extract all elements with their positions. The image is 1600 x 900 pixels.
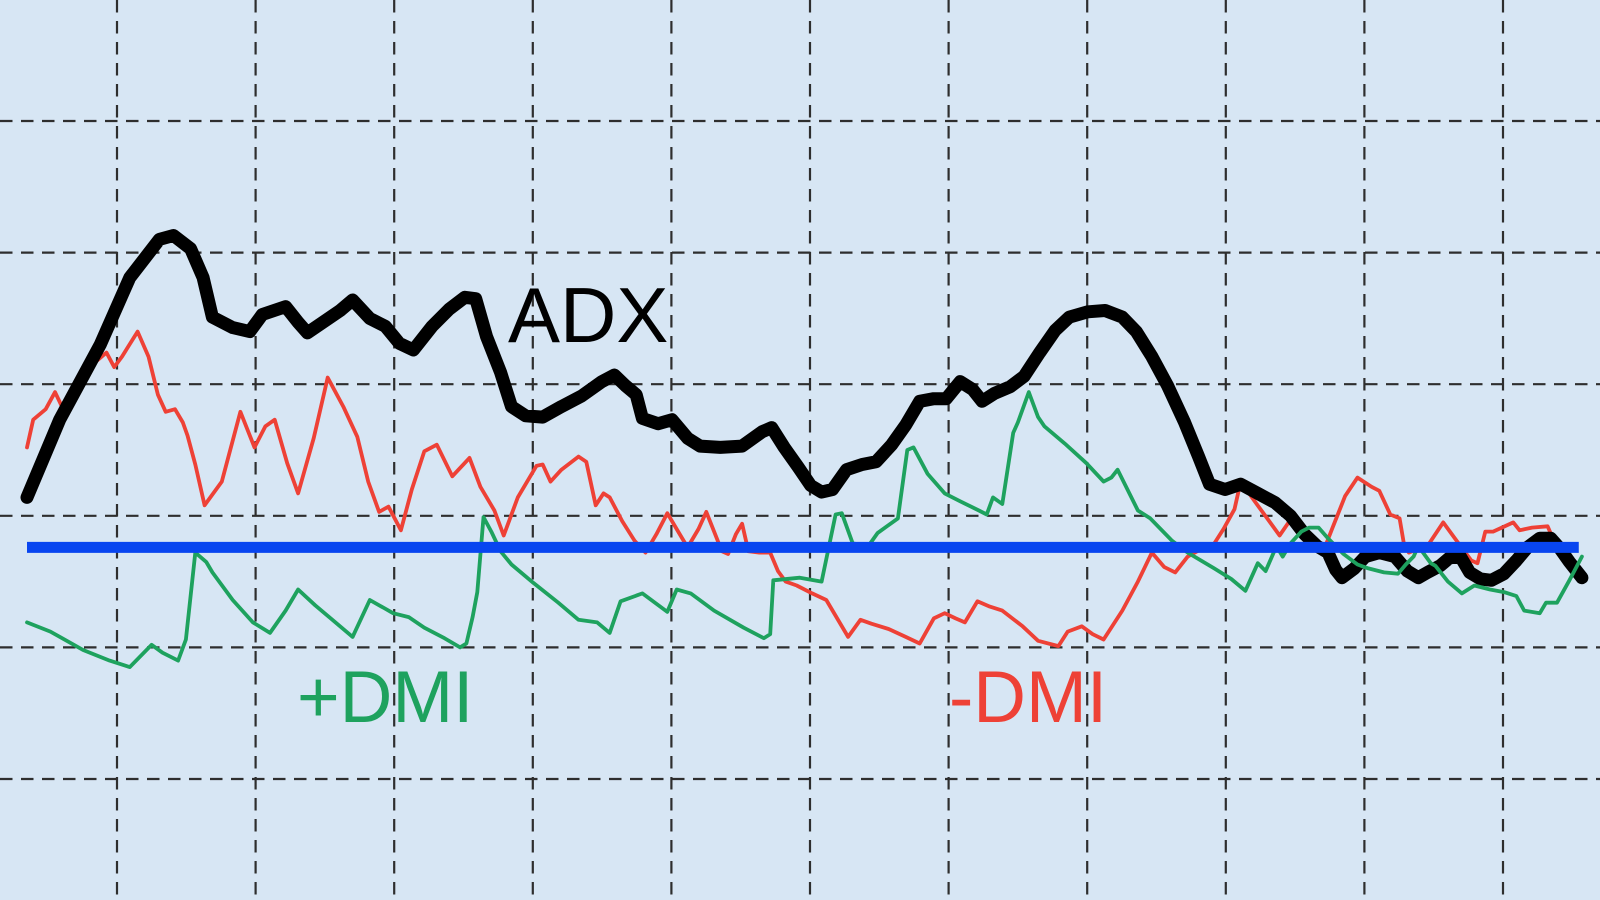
plus-dmi-line: [25, 390, 1584, 669]
plus-dmi-label: +DMI: [297, 657, 473, 738]
adx-label: ADX: [508, 271, 668, 359]
adx-line: [20, 229, 1589, 587]
minus-dmi-label: -DMI: [949, 657, 1107, 738]
